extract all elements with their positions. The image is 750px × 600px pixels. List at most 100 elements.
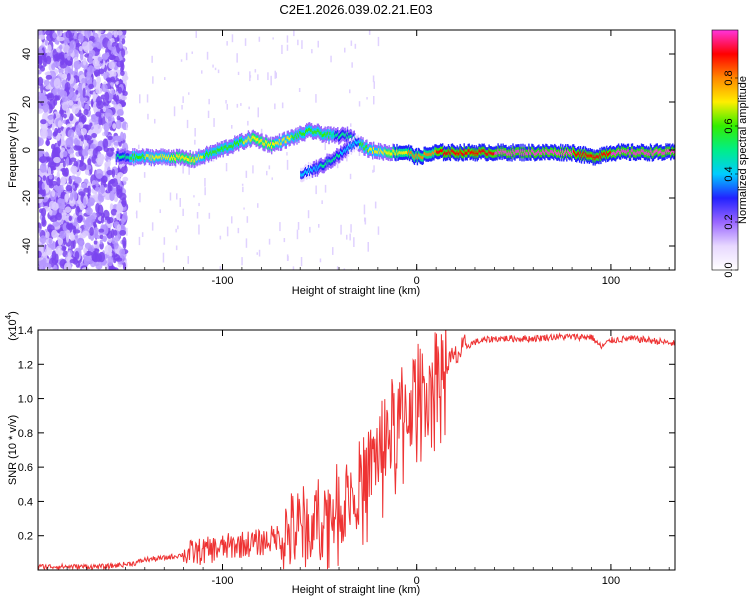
heatmap-noise-blob [71,97,76,102]
heatmap-ridge-core [513,151,515,155]
heatmap-ridge-core [185,155,187,159]
heatmap-ridge-core [383,149,386,153]
heatmap-ridge-core [282,137,285,141]
heatmap-noise-blob [51,122,55,131]
heatmap-ridge-core [557,152,559,156]
heatmap-ridge-core [536,151,538,155]
heatmap-noise-blob [68,215,73,222]
heatmap-speck [296,229,299,240]
colorbar-gradient [712,30,738,270]
heatmap-ridge-core [428,152,430,156]
heatmap-ridge-core [292,135,294,139]
heatmap-ridge-core [127,155,129,159]
heatmap-noise-blob [78,214,83,222]
heatmap-ridge-core [183,157,186,161]
heatmap-ridge-core [316,168,319,172]
heatmap-ridge-core [534,152,536,156]
heatmap-ridge-core [130,156,132,160]
x-tick-label: -100 [211,275,233,287]
heatmap-ridge-core [639,151,642,155]
heatmap-ridge-core [161,156,163,160]
heatmap-speck [237,227,240,234]
heatmap-ridge-core [493,152,495,155]
heatmap-ridge-core [477,151,479,155]
heatmap-ridge-core [656,148,658,152]
heatmap-ridge-core [303,132,305,136]
heatmap-ridge-core [525,152,527,156]
heatmap-ridge-core [423,152,425,156]
heatmap-ridge-core [561,152,563,156]
heatmap-ridge-core [576,153,578,157]
heatmap-ridge-core [597,155,599,159]
heatmap-noise-blob [38,69,42,75]
heatmap-ridge-core [320,163,322,167]
heatmap-ridge-core [431,152,433,156]
heatmap-ridge-core [397,152,399,156]
heatmap-ridge-core [290,135,292,138]
heatmap-noise-blob [41,215,46,226]
heatmap-noise-blob [38,137,44,146]
heatmap-ridge-core [516,150,518,154]
heatmap-noise-blob [69,259,76,264]
heatmap-noise-blob [94,248,99,257]
heatmap-noise-blob [41,182,45,190]
heatmap-speck [159,209,161,213]
heatmap-ridge-core [475,150,477,154]
heatmap-ridge-core [312,166,315,170]
heatmap-ridge-core [175,154,178,158]
heatmap-speck [151,222,154,231]
heatmap-noise-blob [105,52,110,58]
heatmap-noise-blob [106,218,112,224]
heatmap-speck [257,74,259,81]
heatmap-ridge-core [424,152,426,155]
heatmap-ridge-core [305,169,307,173]
heatmap-ridge-core [442,148,444,152]
heatmap-ridge-core [626,149,629,153]
heatmap-noise-blob [39,163,47,173]
heatmap-noise-blob [61,101,69,111]
heatmap-ridge-core [260,139,262,142]
heatmap-speck [141,232,144,237]
heatmap-ridge-core [126,155,128,159]
snr-scale-end: ) [7,311,19,315]
heatmap-ridge-core [221,146,223,150]
heatmap-ridge-core [273,142,275,146]
heatmap-ridge-core [299,131,301,135]
heatmap-ridge-core [319,163,321,167]
heatmap-speck [336,266,339,270]
heatmap-speck [350,224,352,233]
heatmap-ridge-core [149,154,152,158]
heatmap-noise-blob [56,177,61,187]
heatmap-ridge-core [474,153,476,156]
heatmap-noise-blob [91,42,99,48]
heatmap-ridge-core [452,150,454,154]
heatmap-speck [147,113,149,120]
heatmap-ridge-core [533,151,535,155]
heatmap-ridge-core [314,168,317,172]
heatmap-ridge-core [546,149,548,153]
heatmap-speck [204,187,206,196]
heatmap-noise-blob [69,113,74,122]
heatmap-ridge-core [633,151,636,155]
heatmap-ridge-core [118,156,120,160]
heatmap-ridge-core [453,151,455,154]
heatmap-speck [324,184,327,193]
heatmap-speck [274,103,276,110]
heatmap-noise-blob [61,246,67,251]
heatmap-speck [241,257,243,266]
heatmap-ridge-core [631,148,634,152]
heatmap-ridge-core [301,132,303,136]
heatmap-noise-blob [45,55,52,65]
heatmap-ridge-core [567,149,569,153]
heatmap-noise-blob [120,131,124,142]
heatmap-ridge-core [524,150,526,153]
heatmap-ridge-core [468,149,470,152]
heatmap-speck [260,128,263,135]
heatmap-ridge-core [577,151,580,155]
heatmap-ridge-core [211,150,214,154]
heatmap-noise-blob [48,183,55,189]
heatmap-noise-blob [92,91,97,102]
heatmap-ridge-core [457,153,459,156]
heatmap-speck [225,163,228,172]
heatmap-ridge-core [587,153,589,157]
